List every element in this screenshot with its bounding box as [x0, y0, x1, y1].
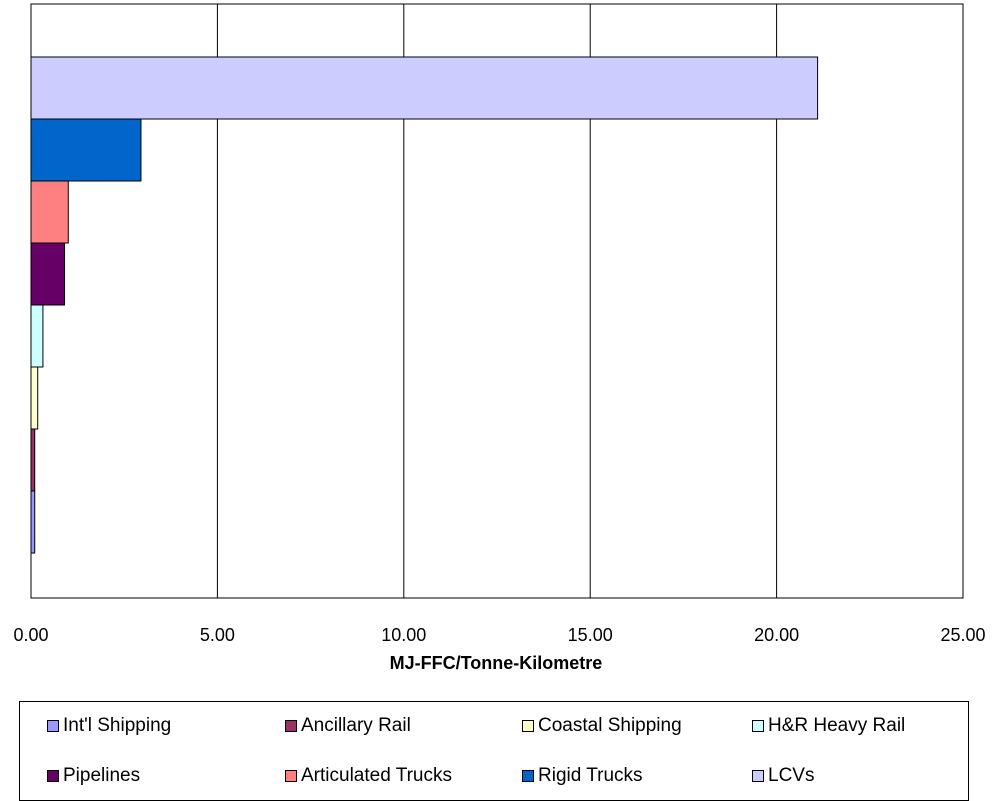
bar — [30, 428, 36, 492]
x-axis-title: MJ-FFC/Tonne-Kilometre — [390, 653, 603, 673]
legend-swatch — [752, 770, 764, 782]
legend-swatch — [47, 720, 59, 732]
legend-swatch — [47, 770, 59, 782]
legend-item: H&R Heavy Rail — [752, 715, 905, 737]
x-tick-label: 15.00 — [568, 625, 613, 645]
x-tick-label: 20.00 — [754, 625, 799, 645]
legend-label: LCVs — [768, 765, 815, 786]
legend-swatch — [285, 720, 297, 732]
legend-item: Pipelines — [47, 765, 140, 787]
legend-item: Ancillary Rail — [285, 715, 411, 737]
bar — [30, 242, 66, 306]
legend-item: Int'l Shipping — [47, 715, 171, 737]
legend-label: H&R Heavy Rail — [768, 715, 906, 736]
x-tick-labels: 0.00 5.00 10.00 15.00 20.00 25.00 — [13, 625, 985, 645]
bars — [30, 56, 819, 554]
x-tick-label: 25.00 — [940, 625, 985, 645]
legend-swatch — [285, 770, 297, 782]
bar — [30, 490, 36, 554]
legend-swatch — [522, 770, 534, 782]
x-tick-label: 10.00 — [381, 625, 426, 645]
legend-label: Rigid Trucks — [538, 765, 643, 786]
bar — [30, 366, 39, 430]
bar — [30, 180, 69, 244]
bar — [30, 304, 44, 368]
bar — [30, 118, 142, 182]
x-tick-label: 5.00 — [200, 625, 235, 645]
legend-label: Coastal Shipping — [538, 715, 682, 736]
legend-swatch — [752, 720, 764, 732]
legend: Int'l Shipping Ancillary Rail Coastal Ship… — [19, 701, 969, 801]
legend-label: Ancillary Rail — [301, 715, 411, 736]
legend-item: Articulated Trucks — [285, 765, 452, 787]
x-tick-label: 0.00 — [13, 625, 48, 645]
legend-label: Int'l Shipping — [63, 715, 172, 736]
chart: 0.00 5.00 10.00 15.00 20.00 25.00 MJ-FFC/Tonn… — [13, 3, 986, 673]
legend-label: Articulated Trucks — [301, 765, 452, 786]
legend-item: LCVs — [752, 765, 814, 787]
legend-label: Pipelines — [63, 765, 141, 786]
legend-swatch — [522, 720, 534, 732]
legend-item: Coastal Shipping — [522, 715, 682, 737]
bar — [30, 56, 819, 120]
legend-item: Rigid Trucks — [522, 765, 643, 787]
